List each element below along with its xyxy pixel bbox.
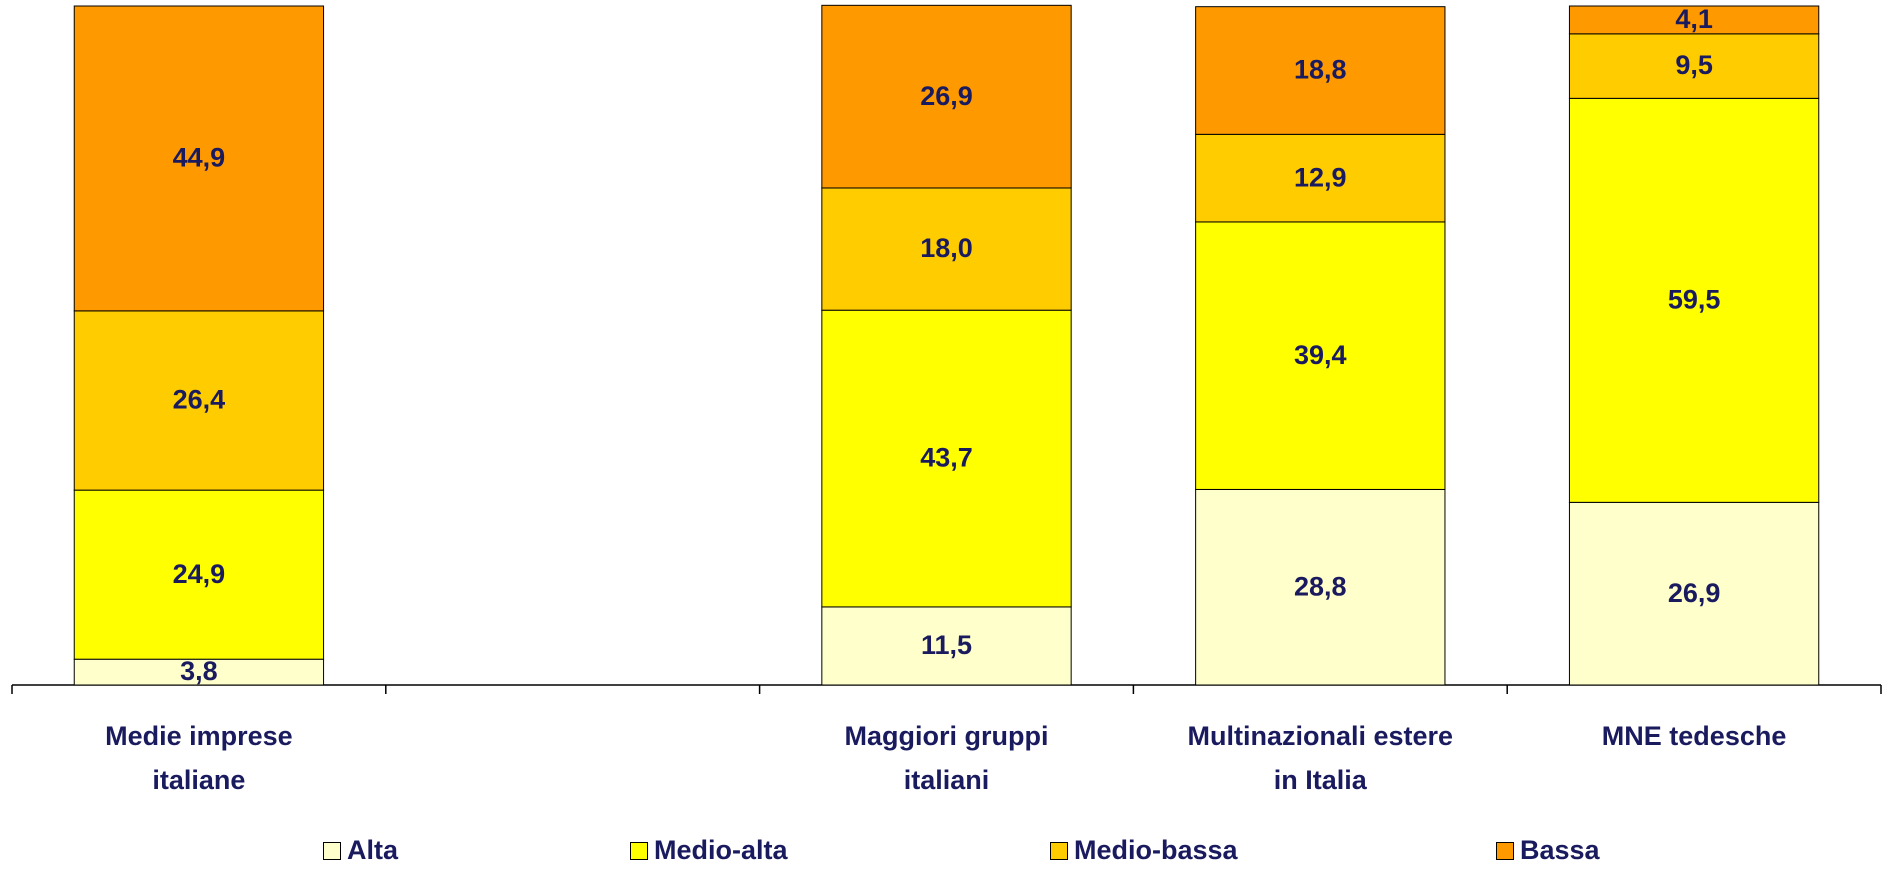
data-label: 44,9	[173, 143, 226, 173]
legend-swatch	[1050, 841, 1068, 860]
data-label: 26,4	[173, 385, 226, 415]
legend-swatch	[630, 841, 648, 860]
bar-segment	[1195, 133, 1446, 223]
x-tick-label: Maggiori gruppi italiani	[844, 721, 1049, 795]
bar-segment	[821, 4, 1072, 189]
data-label: 18,8	[1294, 55, 1347, 85]
bar-segment	[1568, 33, 1820, 99]
bar-segment	[73, 310, 325, 491]
data-label: 43,7	[920, 443, 973, 473]
data-label: 24,9	[173, 559, 226, 589]
legend-label: Medio-alta	[654, 835, 788, 865]
bar-segment	[1195, 488, 1446, 686]
data-label: 26,9	[1668, 578, 1721, 608]
legend-label: Bassa	[1520, 835, 1600, 865]
bar-segment	[73, 5, 325, 312]
x-tick-label: Medie imprese italiane	[105, 721, 293, 795]
legend-item: Bassa	[1496, 835, 1600, 866]
bar-segment	[1568, 97, 1820, 503]
data-label: 11,5	[921, 630, 972, 660]
data-label: 12,9	[1294, 162, 1347, 192]
bar-segment	[73, 489, 325, 660]
legend-item: Medio-alta	[630, 835, 788, 866]
legend-swatch	[323, 841, 341, 860]
data-label: 9,5	[1675, 50, 1713, 80]
bar-segment	[1195, 221, 1446, 490]
bar-segment	[821, 187, 1072, 311]
legend-label: Medio-bassa	[1074, 835, 1238, 865]
x-tick-label: MNE tedesche	[1601, 721, 1787, 751]
bar-segment	[821, 606, 1072, 686]
bar-segment	[1568, 501, 1820, 686]
legend-swatch	[1496, 841, 1514, 860]
data-label: 59,5	[1668, 284, 1721, 314]
data-label: 28,8	[1294, 571, 1347, 601]
legend-item: Alta	[323, 835, 398, 866]
data-label: 39,4	[1294, 340, 1347, 370]
data-label: 3,8	[180, 656, 218, 686]
bar-segment	[821, 309, 1072, 608]
x-tick-label: Multinazionali estere in Italia	[1187, 721, 1454, 795]
data-label: 26,9	[920, 81, 973, 111]
data-label: 4,1	[1675, 4, 1713, 34]
bar-segment	[73, 658, 325, 686]
bar-segment	[1568, 5, 1820, 35]
legend-item: Medio-bassa	[1050, 835, 1238, 866]
bar-segment	[1195, 6, 1446, 135]
data-label: 18,0	[920, 233, 973, 263]
legend-label: Alta	[347, 835, 399, 865]
